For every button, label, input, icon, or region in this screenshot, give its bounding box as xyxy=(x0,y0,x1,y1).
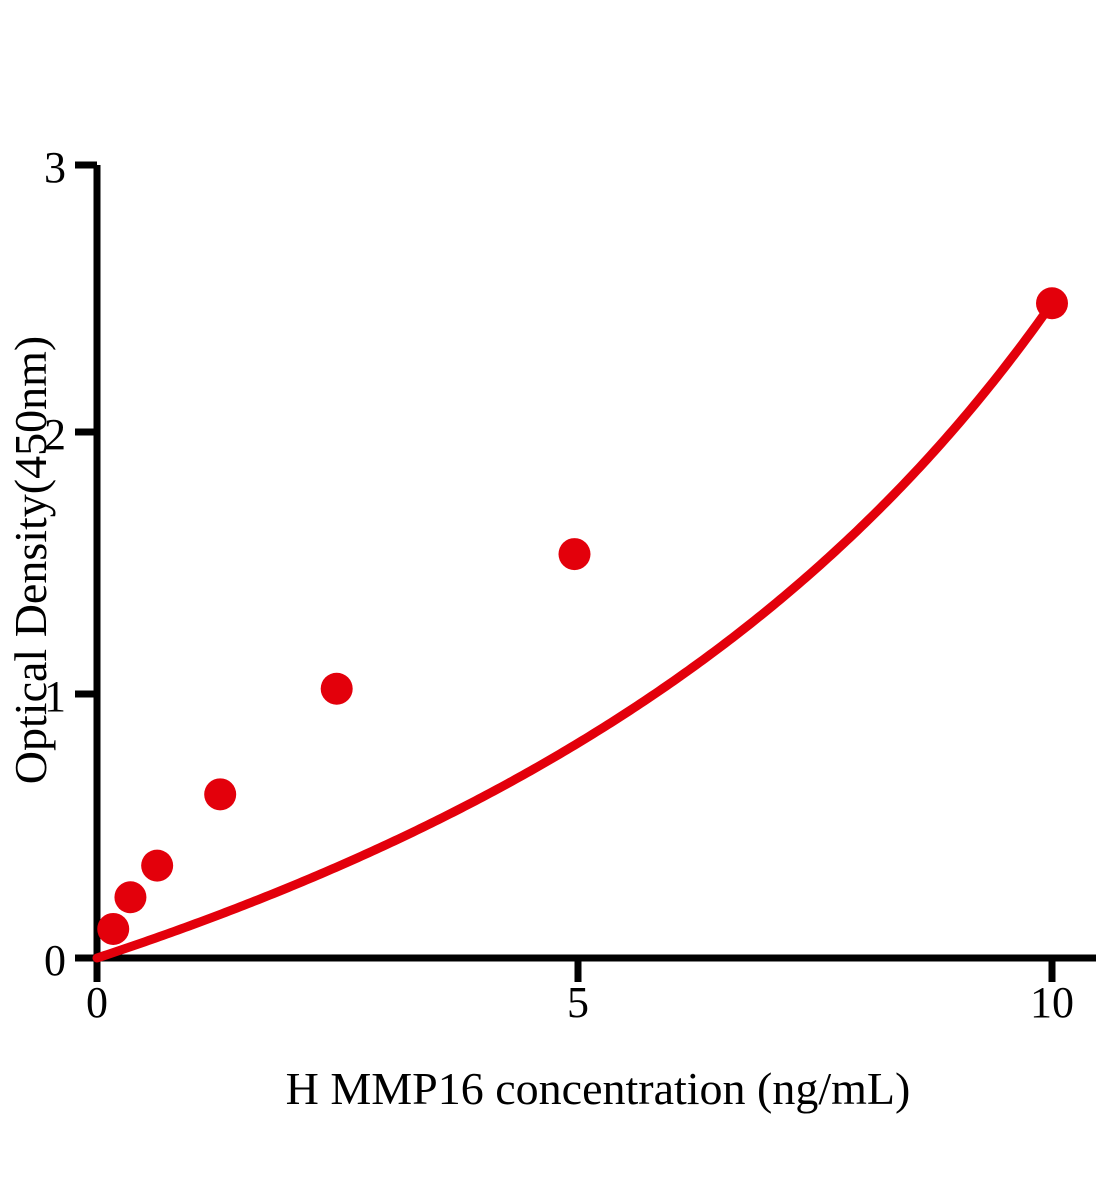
y-axis-title: Optical Density(450nm) xyxy=(5,336,56,784)
data-point-marker xyxy=(141,849,174,882)
data-point-marker xyxy=(97,912,130,945)
y-tick-label-3: 3 xyxy=(44,143,66,192)
y-tick-label-1: 1 xyxy=(44,672,66,721)
y-tick-label-2: 2 xyxy=(44,410,66,459)
y-tick-label-0: 0 xyxy=(44,936,66,985)
data-point-group xyxy=(97,287,1068,945)
data-point-marker xyxy=(320,672,353,705)
x-tick-label-0: 0 xyxy=(86,978,108,1027)
x-tick-label-10: 10 xyxy=(1030,978,1074,1027)
data-point-marker xyxy=(204,778,237,811)
data-point-marker xyxy=(1036,287,1068,320)
x-axis-title: H MMP16 concentration (ng/mL) xyxy=(286,1063,911,1114)
fit-curve-line xyxy=(92,298,1057,963)
x-tick-label-5: 5 xyxy=(567,978,589,1027)
data-point-marker xyxy=(558,538,591,571)
data-point-marker xyxy=(114,881,147,914)
